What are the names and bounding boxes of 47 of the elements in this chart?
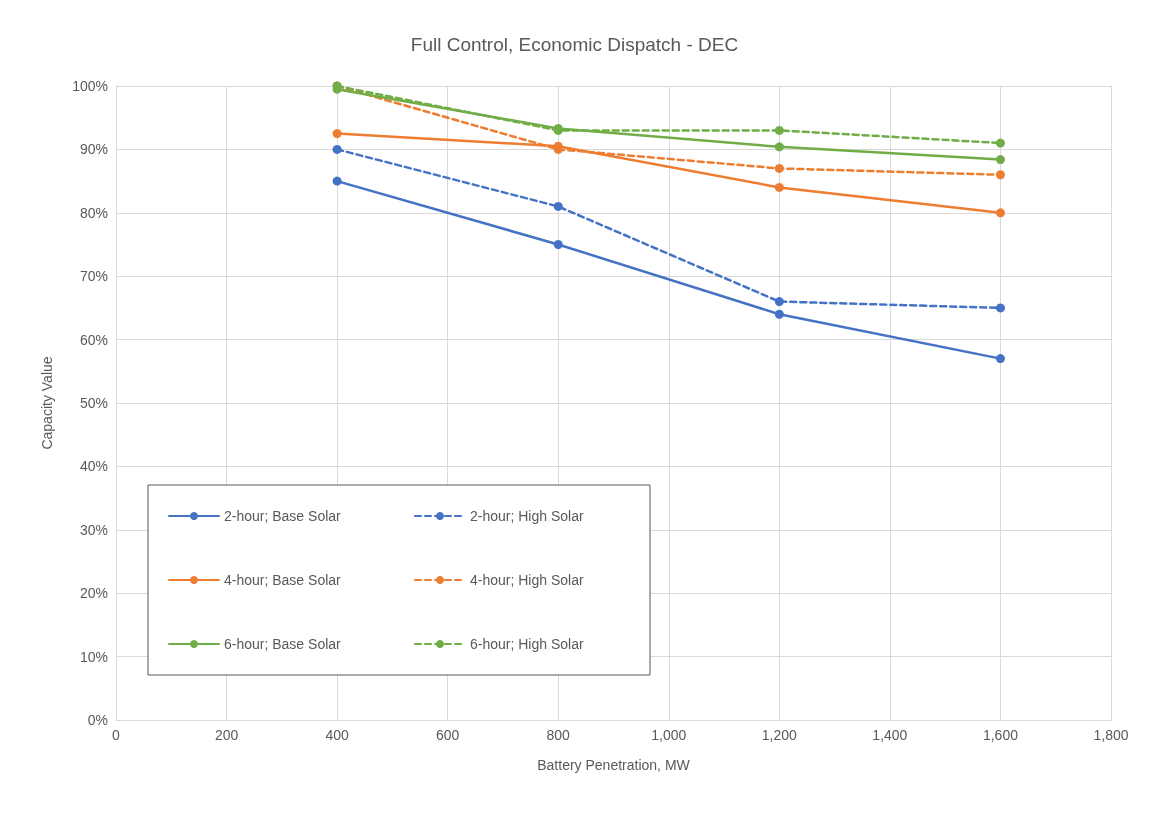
y-axis-title: Capacity Value	[39, 356, 55, 450]
point	[995, 155, 1005, 165]
point	[774, 182, 784, 192]
x-axis-title: Battery Penetration, MW	[537, 757, 691, 773]
y-tick-label: 90%	[79, 141, 108, 158]
chart-title: Full Control, Economic Dispatch - DEC	[410, 34, 739, 55]
point	[774, 163, 784, 173]
legend-label: 2-hour; High Solar	[470, 508, 584, 524]
legend-label: 6-hour; High Solar	[470, 636, 584, 652]
legend-label: 2-hour; Base Solar	[224, 508, 342, 524]
x-tick-label: 1,400	[872, 727, 908, 743]
point	[995, 303, 1005, 313]
x-tick-label: 0	[112, 727, 121, 743]
y-tick-label: 100%	[72, 78, 108, 94]
point	[774, 142, 784, 152]
y-tick-label: 0%	[87, 712, 108, 728]
point	[995, 354, 1005, 364]
y-tick-label: 10%	[79, 648, 108, 665]
point	[995, 208, 1005, 218]
x-tick-label: 1,800	[1093, 727, 1129, 743]
point	[995, 170, 1005, 180]
point	[332, 144, 342, 154]
x-tick-label: 1,600	[982, 727, 1019, 743]
y-tick-label: 30%	[79, 521, 108, 538]
x-tick-label: 200	[214, 727, 239, 743]
x-tick-label: 400	[325, 727, 349, 743]
y-tick-label: 60%	[79, 331, 108, 348]
point	[332, 176, 342, 186]
x-tick-label: 800	[546, 727, 571, 743]
legend-label: 4-hour; Base Solar	[224, 572, 342, 588]
point	[995, 138, 1005, 148]
point	[553, 240, 563, 249]
point	[774, 125, 784, 135]
y-tick-label: 20%	[79, 585, 108, 602]
x-tick-label: 600	[435, 727, 460, 743]
legend-label: 6-hour; Base Solar	[224, 636, 342, 652]
point	[774, 297, 784, 307]
point	[332, 129, 342, 139]
point	[553, 201, 563, 211]
legend-label: 4-hour; High Solar	[470, 572, 584, 588]
y-tick-label: 80%	[79, 204, 108, 221]
x-tick-label: 1,200	[761, 727, 798, 743]
point	[774, 309, 784, 319]
y-tick-label: 50%	[79, 395, 108, 411]
y-tick-label: 40%	[79, 458, 108, 475]
x-tick-label: 1,000	[651, 727, 687, 743]
y-tick-label: 70%	[79, 268, 108, 285]
